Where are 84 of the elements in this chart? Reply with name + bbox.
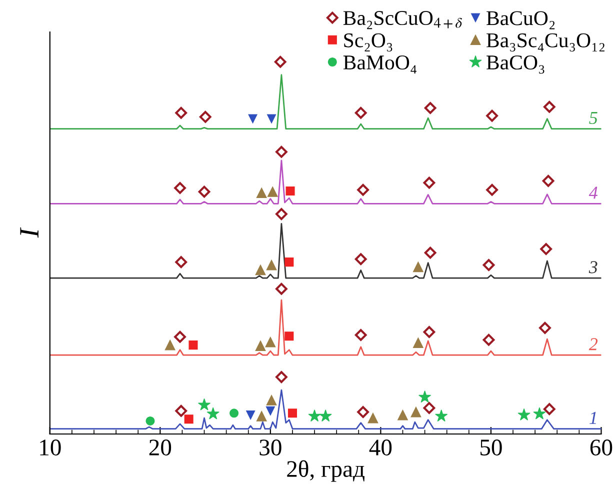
series-label: 1 (590, 412, 596, 424)
point (256, 410, 267, 422)
point (255, 340, 266, 352)
point (275, 282, 288, 295)
point (482, 334, 495, 346)
point (198, 186, 210, 198)
legend-label: Sc₂O₃ (344, 33, 392, 52)
point (543, 403, 556, 416)
point (482, 259, 495, 271)
point (284, 332, 294, 341)
point (423, 176, 436, 189)
point (266, 406, 275, 416)
point (533, 407, 546, 420)
point (206, 407, 220, 420)
point (398, 410, 408, 420)
point (435, 410, 448, 422)
point (275, 208, 288, 220)
x-tick-label: 10 (40, 440, 61, 456)
point (410, 406, 422, 418)
point (175, 106, 188, 119)
point (412, 262, 424, 272)
x-axis-title: 2θ, град (287, 460, 364, 482)
point (265, 336, 276, 348)
point (274, 56, 286, 68)
point (266, 260, 277, 270)
point (199, 110, 212, 123)
point (354, 329, 367, 341)
point (424, 246, 436, 259)
point (354, 253, 367, 266)
point (248, 114, 258, 124)
x-tick-label: 40 (369, 440, 392, 456)
point (543, 100, 556, 113)
point (308, 410, 321, 422)
point (175, 256, 188, 268)
point (423, 402, 436, 414)
point (164, 340, 176, 350)
point (146, 416, 155, 426)
point (539, 322, 551, 334)
point (174, 330, 186, 343)
point (486, 110, 498, 122)
series-label: 5 (589, 112, 598, 124)
series-label: 3 (588, 261, 598, 274)
point (246, 410, 256, 420)
point (412, 338, 424, 348)
point (518, 408, 530, 420)
point (357, 406, 369, 418)
legend-label: BaCuO₂ (486, 11, 555, 30)
point (275, 146, 288, 158)
point (275, 371, 288, 384)
point (368, 412, 378, 424)
legend-label: BaCO₃ (486, 55, 544, 74)
point (230, 408, 239, 418)
x-tick-label: 20 (149, 440, 172, 456)
series-label: 2 (588, 338, 598, 350)
point (486, 184, 498, 196)
point (418, 390, 432, 403)
point (354, 106, 367, 119)
x-tick-label: 30 (260, 440, 282, 456)
point (542, 174, 554, 187)
point (319, 410, 332, 422)
point (267, 186, 278, 197)
point (540, 243, 552, 255)
x-tick-label: 60 (590, 440, 612, 456)
point (288, 408, 297, 418)
point (424, 102, 436, 114)
legend-label: Ba₂ScCuO$_{4+δ}$ (343, 11, 462, 30)
point (174, 182, 186, 194)
point (267, 114, 276, 124)
point (255, 264, 266, 276)
point (286, 186, 295, 196)
legend-label: Ba₃Sc₄Cu₃O₁₂ (486, 33, 604, 52)
point (175, 404, 188, 417)
point (423, 326, 436, 338)
legend-label: BaMoO₄ (343, 55, 416, 74)
point (256, 188, 267, 198)
x-tick-label: 50 (480, 440, 502, 456)
point (198, 398, 211, 410)
point (188, 340, 198, 350)
point (284, 258, 294, 267)
point (357, 184, 369, 196)
y-axis-title: I (20, 227, 38, 238)
series-label: 4 (588, 186, 598, 199)
point (184, 414, 194, 424)
point (266, 394, 277, 406)
